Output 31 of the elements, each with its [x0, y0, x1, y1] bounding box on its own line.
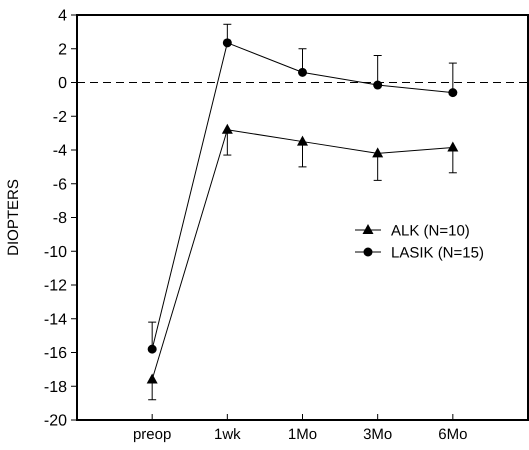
y-tick-label: -10: [44, 244, 68, 261]
y-tick-label: 2: [58, 41, 68, 58]
point: [298, 68, 307, 77]
point: [222, 124, 233, 134]
legend-label: ALK (N=10): [391, 222, 470, 240]
y-axis-title: DIOPTERS: [5, 179, 22, 256]
x-tick-label: 1Mo: [288, 426, 318, 443]
x-tick-label: 3Mo: [363, 426, 392, 443]
point: [372, 147, 384, 158]
y-tick-label: 0: [58, 75, 68, 92]
legend-label: LASIK (N=15): [391, 244, 484, 262]
point: [146, 374, 158, 384]
point: [297, 136, 308, 146]
y-tick-label: -16: [44, 345, 68, 362]
y-tick-label: -14: [44, 311, 68, 328]
point: [148, 344, 157, 354]
x-tick-label: 1wk: [214, 426, 242, 443]
y-tick-label: 4: [58, 8, 68, 25]
y-tick-label: -6: [52, 176, 68, 194]
point: [447, 141, 458, 152]
y-tick-label: -2: [52, 108, 68, 126]
point: [222, 38, 232, 48]
y-tick-label: -12: [44, 278, 68, 295]
y-tick-label: -20: [44, 412, 68, 430]
y-tick-label: -8: [52, 210, 68, 228]
point: [448, 88, 458, 98]
y-tick-label: -18: [44, 378, 68, 396]
y-tick-label: -4: [52, 142, 68, 160]
x-tick-label: 6Mo: [438, 426, 468, 443]
point: [373, 80, 382, 90]
x-tick-label: preop: [132, 426, 172, 443]
